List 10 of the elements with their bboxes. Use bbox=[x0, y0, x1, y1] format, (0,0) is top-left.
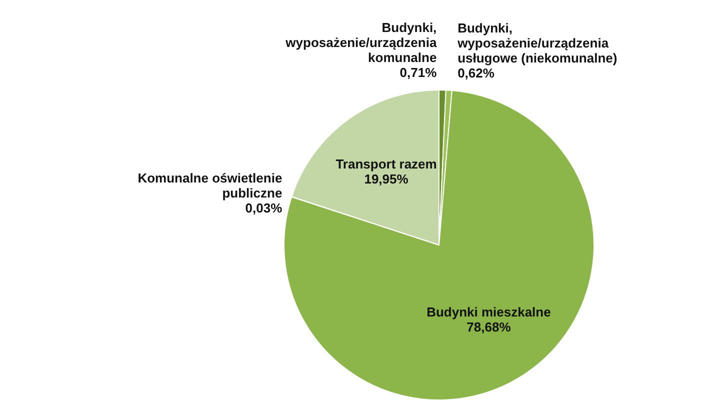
slice-label: Budynki, wyposażenie/urządzenia usługowe (niekomunalne) bbox=[456, 20, 618, 66]
slice-label: Transport razem bbox=[336, 156, 437, 172]
data-label: 0,03% bbox=[245, 200, 283, 216]
slice-label: Budynki, wyposażenie/urządzenia komunalne bbox=[284, 20, 438, 66]
data-label: 19,95% bbox=[364, 172, 409, 187]
slice-label: Komunalne oświetlenie publiczne bbox=[138, 170, 282, 201]
data-label: 0,62% bbox=[458, 65, 495, 80]
data-label: 78,68% bbox=[466, 319, 512, 334]
data-label: 0,71% bbox=[400, 65, 438, 80]
slice-label: Budynki mieszkalne bbox=[426, 304, 551, 320]
